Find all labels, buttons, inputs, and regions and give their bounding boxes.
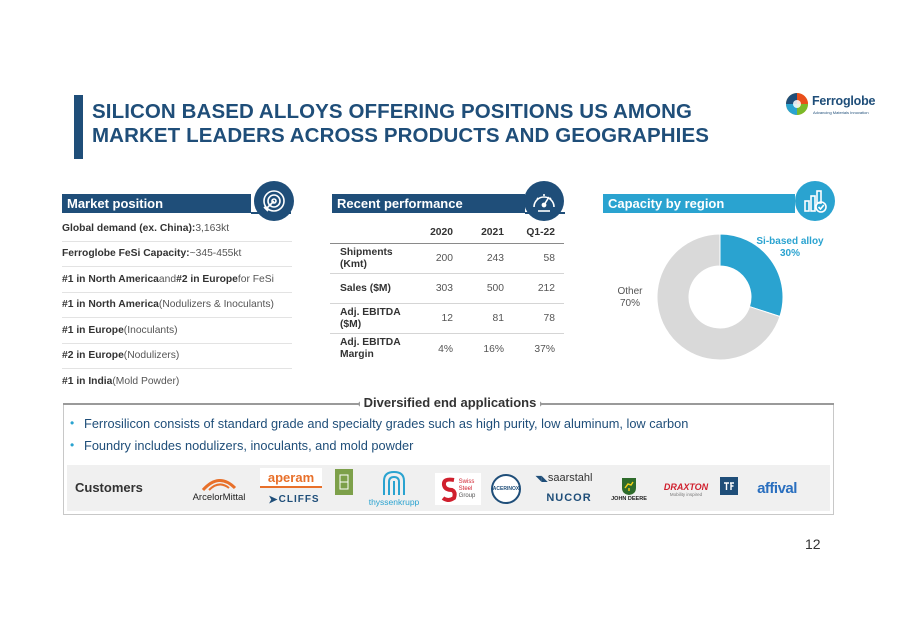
table-cell: 212 (537, 283, 555, 294)
list-item: #1 in Europe (Inoculants) (62, 318, 292, 344)
affival-logo: affival (757, 479, 797, 497)
performance-table: 2020 2021 Q1-22 Shipments (Kmt) 200 243 … (330, 222, 564, 364)
saarstahl-logo: ◥◣ saarstahl (535, 472, 593, 484)
row-label: Sales ($M) (340, 282, 391, 294)
table-cell: 200 (435, 253, 453, 264)
table-cell: 12 (441, 313, 453, 324)
list-item: #1 in North America and #2 in Europe for… (62, 267, 292, 293)
slice-label-si: Si-based alloy 30% (756, 236, 824, 259)
capacity-donut-chart: Si-based alloy 30% Other 70% (600, 222, 840, 372)
swiss-steel-s-icon (441, 477, 457, 502)
table-cell: 303 (435, 283, 453, 294)
divider-left (63, 403, 363, 405)
end-applications-box (63, 403, 834, 515)
table-cell: 4% (438, 343, 453, 355)
capacity-heading: Capacity by region (603, 194, 795, 213)
column-header: 2021 (481, 227, 504, 238)
end-applications-list: • Ferrosilicon consists of standard grade… (70, 412, 830, 456)
page-number: 12 (805, 536, 821, 552)
steel-company-emblem-icon (335, 469, 353, 495)
logo-wordmark: Ferroglobe (812, 94, 876, 108)
column-header: 2020 (430, 227, 453, 238)
donut-svg (656, 233, 784, 361)
table-cell: 243 (486, 253, 504, 264)
list-item: #2 in Europe (Nodulizers) (62, 344, 292, 369)
recent-performance-heading: Recent performance (332, 194, 525, 213)
table-cell: 16% (483, 343, 504, 355)
table-row: Sales ($M) 303 500 212 (330, 274, 564, 304)
donut-slice-1 (656, 233, 781, 361)
customers-bar: Customers ArcelorMittal aperam ➤ CLIFFS … (67, 465, 830, 511)
thyssenkrupp-arches-icon (383, 470, 405, 495)
tf-emblem-icon (720, 477, 738, 495)
john-deere-logo: JOHN DEERE (605, 470, 653, 508)
row-label: Adj. EBITDA ($M) (340, 306, 401, 330)
table-header: 2020 2021 Q1-22 (330, 222, 564, 244)
recent-performance-heading-text: Recent performance (337, 196, 463, 211)
table-cell: 500 (486, 283, 504, 294)
table-cell: 81 (492, 313, 504, 324)
table-cell: 58 (543, 253, 555, 264)
table-cell: 78 (543, 313, 555, 324)
ferroglobe-globe-icon (786, 93, 808, 115)
list-item: • Ferrosilicon consists of standard grade… (70, 415, 689, 431)
nucor-logo: NUCOR (546, 492, 592, 504)
bar-chart-check-icon (795, 181, 835, 221)
table-cell: 37% (534, 343, 555, 355)
row-label: Shipments (Kmt) (340, 246, 393, 270)
end-applications-heading: Diversified end applications (360, 395, 540, 410)
cliffs-logo: ➤ CLIFFS (268, 493, 320, 506)
arcelormittal-logo: ArcelorMittal (179, 471, 259, 507)
ferroglobe-logo: Ferroglobe Advancing Materials Innovatio… (785, 92, 895, 122)
customers-label: Customers (75, 480, 143, 495)
market-position-heading-text: Market position (67, 196, 164, 211)
table-row: Shipments (Kmt) 200 243 58 (330, 244, 564, 274)
speedometer-icon (524, 181, 564, 221)
column-header: Q1-22 (526, 227, 555, 238)
page-title: SILICON BASED ALLOYS OFFERING POSITIONS … (92, 100, 709, 147)
divider-right (537, 403, 834, 405)
target-icon (254, 181, 294, 221)
market-position-list: Global demand (ex. China): 3,163kt Ferro… (62, 216, 292, 395)
swiss-steel-logo: Swiss Steel Group (435, 473, 481, 505)
logo-tagline: Advancing Materials Innovation (813, 110, 869, 115)
draxton-logo: DRAXTON Mobility inspired (663, 481, 709, 497)
list-item: Global demand (ex. China): 3,163kt (62, 216, 292, 242)
slice-label-other: Other 70% (617, 286, 643, 309)
list-item: #1 in India (Mold Powder) (62, 376, 180, 388)
deer-emblem-icon (622, 478, 636, 495)
list-item: • Foundry includes nodulizers, inoculants… (70, 437, 414, 453)
market-position-heading: Market position (62, 194, 251, 213)
list-item: Ferroglobe FeSi Capacity: ~345-455kt (62, 242, 292, 267)
table-row: Adj. EBITDA ($M) 12 81 78 (330, 304, 564, 334)
list-item: #1 in North America (Nodulizers & Inocul… (62, 293, 292, 318)
thyssenkrupp-logo: thyssenkrupp (359, 467, 429, 509)
donut-slice-0 (719, 233, 784, 318)
aperam-logo: aperam (260, 468, 322, 488)
capacity-heading-text: Capacity by region (608, 196, 725, 211)
arcelormittal-swoosh-icon (201, 478, 237, 491)
row-label: Adj. EBITDA Margin (340, 337, 401, 360)
acerinox-logo: ACERINOX (487, 471, 525, 507)
title-accent-bar (74, 95, 83, 159)
table-row: Adj. EBITDA Margin 4% 16% 37% (330, 334, 564, 364)
